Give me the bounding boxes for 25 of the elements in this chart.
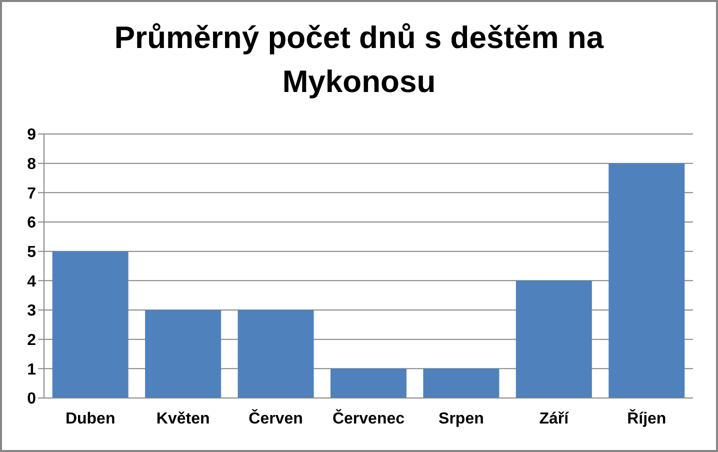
y-tick-label: 6: [27, 214, 36, 232]
bar: [145, 310, 222, 398]
bar: [52, 251, 128, 398]
y-tick-label: 7: [27, 185, 36, 202]
x-tick-label: Září: [539, 410, 570, 428]
bar: [423, 368, 500, 398]
bar: [516, 280, 592, 398]
x-tick-label: Červenec: [332, 408, 405, 428]
bar: [238, 310, 314, 398]
x-tick-label: Květen: [156, 410, 210, 428]
bar: [330, 368, 406, 398]
x-tick-label: Duben: [65, 410, 116, 428]
y-tick-label: 4: [27, 273, 36, 290]
chart-title: Průměrný počet dnů s deštěm na Mykonosu: [113, 18, 605, 100]
y-tick-label: 3: [27, 302, 36, 320]
y-tick-label: 9: [27, 126, 36, 144]
y-tick-label: 8: [27, 156, 36, 174]
x-tick-label: Říjen: [627, 408, 666, 428]
y-tick-label: 1: [27, 361, 36, 378]
y-tick-label: 5: [27, 244, 36, 262]
x-tick-label: Červen: [248, 408, 303, 428]
y-tick-label: 2: [27, 332, 36, 350]
y-tick-label: 0: [27, 390, 36, 408]
bar: [608, 163, 685, 398]
x-tick-label: Srpen: [438, 410, 484, 428]
